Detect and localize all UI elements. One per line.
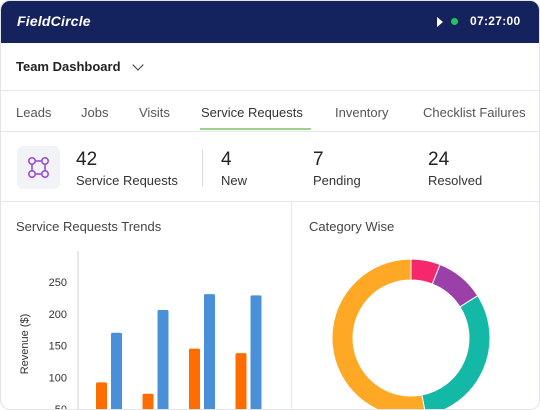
stat-total-value: 42 — [76, 149, 98, 170]
y-tick-label: 250 — [49, 277, 67, 289]
chevron-down-icon — [131, 58, 144, 71]
tab-visits[interactable]: Visits — [139, 105, 170, 120]
tab-inventory[interactable]: Inventory — [335, 105, 389, 120]
bar-series-0-item-3[interactable] — [235, 353, 247, 410]
y-tick-label: 200 — [49, 309, 67, 321]
divider — [1, 131, 539, 132]
tab-checklist-failures[interactable]: Checklist Failures — [423, 105, 526, 120]
bar-series-1-item-1[interactable] — [157, 309, 169, 410]
tab-service-requests[interactable]: Service Requests — [201, 105, 303, 120]
stat-total-label: Service Requests — [76, 173, 178, 188]
timer-display: 07:27:00 — [470, 14, 521, 28]
y-tick-label: 150 — [49, 341, 67, 353]
tab-leads[interactable]: Leads — [16, 105, 52, 120]
category-panel-title: Category Wise — [309, 219, 395, 234]
service-requests-trends-chart: Revenue ($) 250 200 150 100 50 — [19, 251, 262, 410]
trends-panel-title: Service Requests Trends — [16, 219, 162, 234]
tab-bar: Leads Jobs Visits Service Requests Inven… — [1, 91, 539, 131]
donut-slice-3[interactable] — [331, 258, 426, 410]
panel-separator — [291, 202, 292, 409]
play-icon[interactable] — [437, 17, 443, 27]
bar-series-1-item-3[interactable] — [250, 295, 262, 410]
y-tick-label: 100 — [49, 372, 67, 384]
stat-resolved-value: 24 — [428, 149, 450, 170]
stat-pending-label: Pending — [313, 173, 361, 188]
bar-series-0-item-0[interactable] — [96, 382, 107, 410]
y-tick-label: 50 — [55, 404, 67, 410]
dashboard-selector[interactable]: Team Dashboard — [16, 58, 144, 74]
stats-row: 42 Service Requests 4 New 7 Pending 24 R… — [1, 132, 539, 202]
active-tab-indicator — [200, 128, 311, 130]
bar-series-1-item-2[interactable] — [204, 294, 215, 410]
divider — [1, 201, 539, 202]
stat-new-value: 4 — [221, 149, 232, 170]
workflow-nodes-icon — [17, 146, 60, 189]
stat-resolved-label: Resolved — [428, 173, 483, 188]
bar-series-0-item-2[interactable] — [189, 348, 200, 410]
category-wise-donut-chart — [331, 258, 491, 410]
stat-new-label: New — [221, 173, 248, 188]
stat-pending-value: 7 — [313, 149, 324, 170]
donut-slice-2[interactable] — [421, 294, 491, 410]
divider — [1, 90, 539, 91]
bar-series-0-item-1[interactable] — [142, 393, 154, 410]
stat-separator — [202, 149, 203, 186]
y-axis-label: Revenue ($) — [19, 314, 31, 375]
top-bar: FieldCircle 07:27:00 — [1, 1, 539, 43]
status-dot-icon — [451, 18, 458, 25]
app-logo: FieldCircle — [17, 13, 91, 29]
dashboard-selector-label: Team Dashboard — [16, 59, 121, 74]
tab-jobs[interactable]: Jobs — [81, 105, 109, 120]
bar-series-1-item-0[interactable] — [111, 332, 122, 410]
